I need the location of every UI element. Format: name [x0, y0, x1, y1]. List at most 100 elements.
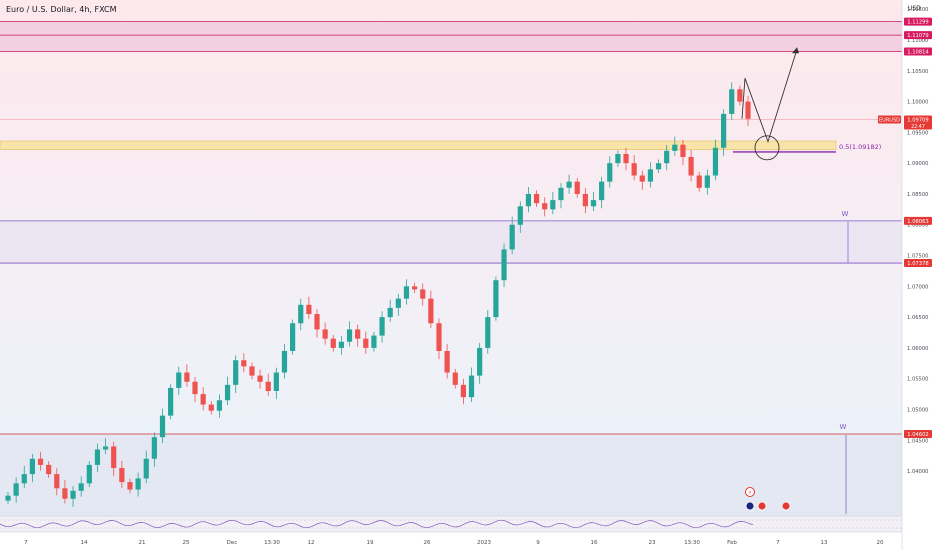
x-label-2: 21: [139, 540, 146, 546]
price-tick-1: 1.11000: [907, 38, 928, 44]
candle-body-80: [655, 163, 662, 170]
candle-body-73: [599, 181, 605, 201]
chart-title: Euro / U.S. Dollar, 4h, FXCM: [6, 5, 117, 14]
x-label-1: 14: [81, 540, 88, 546]
candle-body-35: [290, 323, 296, 351]
candle-body-16: [135, 478, 141, 490]
yellow-zone: [0, 140, 837, 150]
symbol-badge: [878, 115, 901, 124]
candle-body-61: [501, 249, 507, 281]
current-price-badge: [904, 115, 932, 130]
candle-body-54: [444, 350, 450, 373]
candle-body-24: [200, 394, 206, 405]
price-badge-0: [904, 17, 932, 26]
price-tick-2: 1.10500: [907, 69, 928, 75]
candle-body-55: [452, 372, 458, 385]
candle-body-1: [13, 483, 19, 496]
candle-body-59: [485, 317, 491, 348]
candle-body-57: [468, 375, 475, 398]
candle-body-88: [721, 113, 727, 148]
candle-body-37: [306, 304, 312, 315]
oscillator-line: [0, 519, 754, 529]
price-badge-4: [904, 259, 932, 268]
price-tick-11: 1.06000: [907, 346, 928, 352]
price-tick-4: 1.09500: [907, 130, 928, 136]
candle-body-13: [111, 446, 117, 468]
price-tick-8: 1.07500: [907, 254, 928, 260]
candle-body-78: [639, 175, 645, 182]
candle-body-62: [509, 224, 515, 250]
candle-body-65: [533, 193, 540, 204]
x-label-15: 7: [776, 540, 780, 546]
candle-body-21: [176, 372, 182, 388]
candle-body-44: [363, 338, 369, 348]
candle-body-27: [224, 384, 231, 401]
candle-body-5: [46, 464, 52, 475]
candle-body-9: [78, 483, 84, 491]
candle-body-67: [550, 200, 556, 210]
candle-body-20: [168, 387, 174, 416]
price-badge-text-0: 1.11299: [907, 20, 928, 26]
price-badge-5: [904, 429, 932, 438]
candle-body-83: [680, 144, 686, 158]
countdown-text: 22:47: [911, 124, 925, 130]
candle-body-85: [696, 175, 702, 188]
candle-body-3: [29, 458, 35, 475]
price-badge-2: [904, 47, 932, 56]
us-flag-icon-2[interactable]: [781, 501, 791, 511]
zone-1: [0, 220, 902, 264]
lightning-glyph: ⚡: [748, 490, 752, 497]
candle-body-33: [273, 372, 279, 392]
candle-body-39: [322, 329, 328, 339]
candle-body-12: [102, 446, 109, 450]
candle-body-40: [330, 338, 336, 348]
us-flag-icon[interactable]: [757, 501, 767, 511]
candle-body-74: [607, 163, 613, 182]
candle-body-77: [631, 163, 637, 176]
x-label-11: 16: [591, 540, 598, 546]
x-label-0: 7: [24, 540, 28, 546]
x-label-10: 9: [536, 540, 540, 546]
x-label-14: Feb: [727, 540, 737, 546]
candle-body-23: [192, 381, 198, 395]
candle-body-90: [737, 89, 743, 102]
candle-body-26: [216, 400, 223, 411]
candle-body-53: [436, 323, 442, 351]
candle-body-75: [615, 153, 621, 164]
x-label-4: Dec: [227, 540, 238, 546]
candle-body-28: [233, 360, 239, 385]
retest-circle[interactable]: [754, 135, 780, 161]
candle-body-86: [704, 175, 710, 188]
price-tick-9: 1.07000: [907, 284, 928, 290]
candle-body-46: [379, 317, 385, 336]
candle-body-91: [745, 101, 751, 119]
x-label-7: 19: [367, 540, 374, 546]
eu-flag-icon[interactable]: [745, 501, 755, 511]
candle-body-36: [298, 304, 304, 324]
candle-body-49: [403, 286, 410, 299]
candle-body-64: [525, 193, 532, 207]
price-tick-0: 1.11500: [907, 7, 928, 13]
pattern-label-1: W: [840, 423, 847, 431]
candle-body-42: [346, 329, 353, 342]
currency-label: USD: [908, 5, 921, 12]
price-tick-15: 1.04000: [907, 469, 928, 475]
candle-body-17: [143, 458, 149, 479]
candle-body-8: [70, 490, 76, 499]
price-axis[interactable]: [902, 0, 932, 550]
zone-0: [0, 21, 902, 52]
candle-body-60: [493, 280, 499, 318]
price-tick-6: 1.08500: [907, 192, 928, 198]
candle-body-71: [582, 193, 588, 207]
candle-body-47: [387, 307, 393, 318]
projection-path: [741, 49, 798, 144]
candle-body-14: [119, 467, 125, 483]
x-label-9: 2023: [477, 540, 491, 546]
candle-body-69: [566, 181, 572, 188]
lightning-icon[interactable]: [745, 487, 755, 497]
candle-body-41: [338, 341, 345, 348]
candle-body-72: [590, 200, 597, 207]
candle-body-6: [54, 474, 60, 489]
